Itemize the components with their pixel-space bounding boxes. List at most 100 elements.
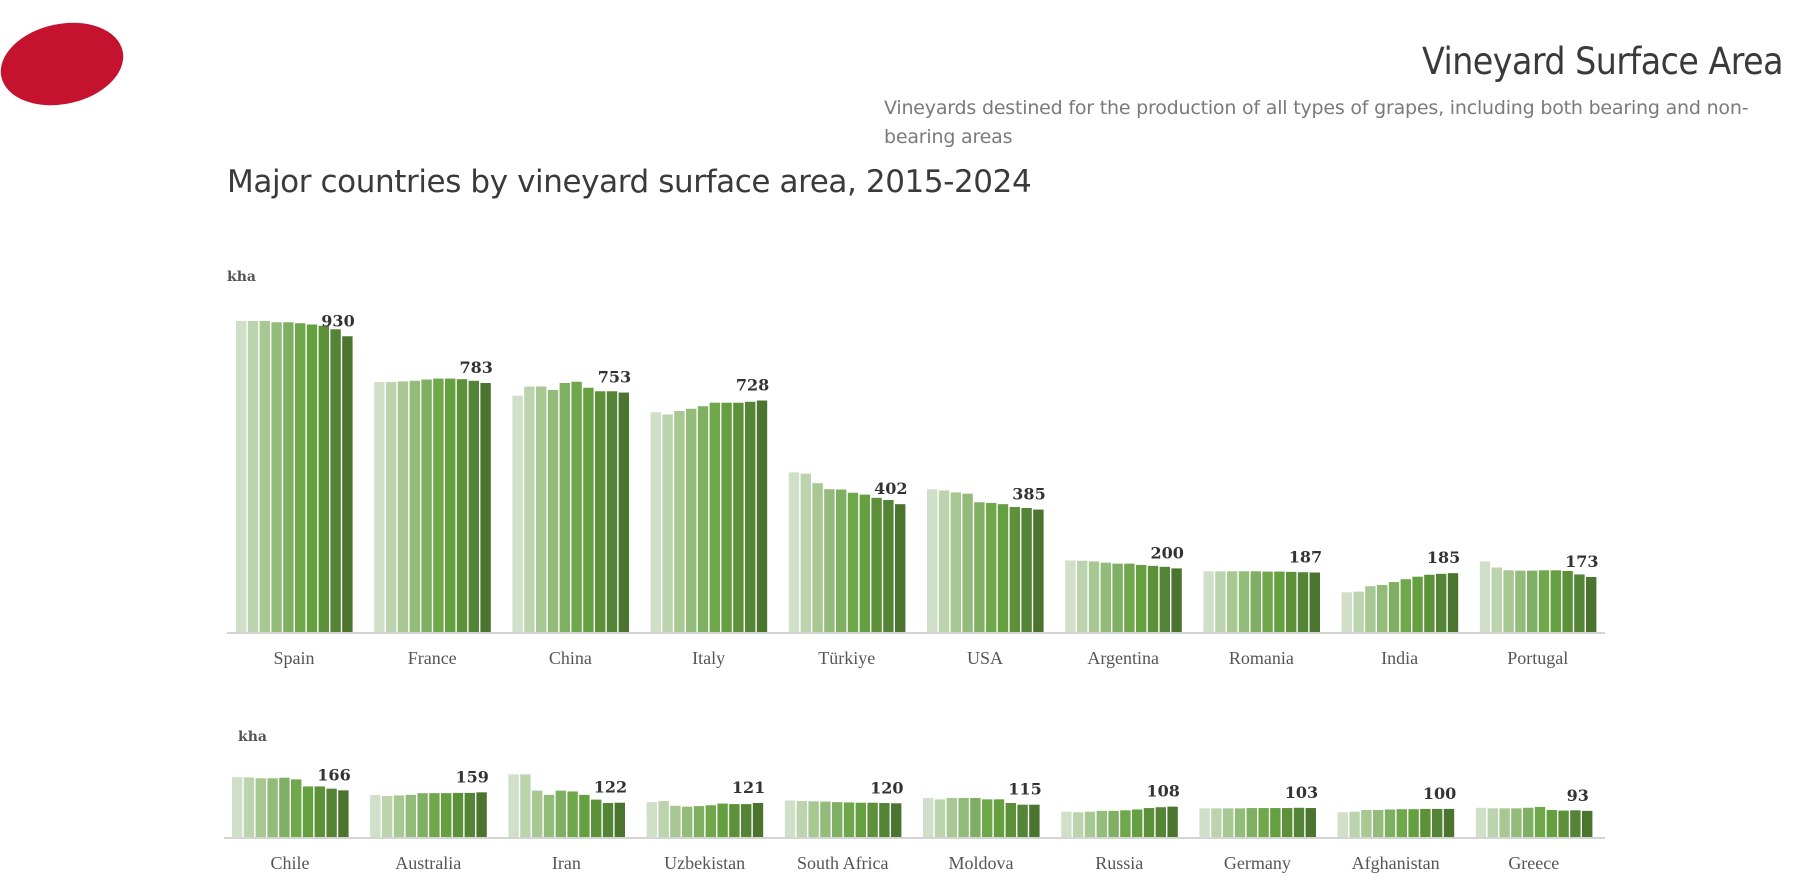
bar-germany-2023 [1293, 807, 1305, 837]
bar-türkiye-2016 [800, 473, 811, 632]
bottom-chart: 166 Chile 159 Australia 122 Iran 121 Uzbekistan… [224, 765, 1605, 873]
bar-usa-2023 [1021, 507, 1032, 632]
category-label: Spain [273, 648, 314, 668]
bar-usa-2024 [1033, 509, 1044, 632]
bar-australia-2020 [429, 793, 440, 837]
country-group: 122 Iran [508, 774, 627, 873]
bar-argentina-2023 [1159, 566, 1170, 632]
country-group: 115 Moldova [923, 780, 1042, 873]
category-label: Greece [1508, 853, 1559, 873]
bar-türkiye-2021 [859, 494, 870, 632]
bar-moldova-2024 [1029, 804, 1040, 837]
bar-argentina-2017 [1088, 561, 1100, 632]
bar-greece-2022 [1558, 810, 1569, 837]
bar-italy-2022 [733, 402, 744, 632]
bar-türkiye-2019 [836, 489, 847, 632]
bar-spain-2020 [295, 323, 306, 632]
bottom-chart-unit-label: kha [238, 729, 267, 745]
bar-iran-2021 [579, 794, 590, 837]
bar-iran-2015 [508, 774, 519, 837]
bar-portugal-2021 [1550, 570, 1561, 632]
country-group: 166 Chile [232, 765, 351, 873]
bar-portugal-2016 [1491, 567, 1502, 632]
bar-moldova-2018 [958, 797, 969, 837]
bar-italy-2020 [709, 402, 720, 632]
country-group: 108 Russia [1061, 782, 1180, 873]
country-group: 200 Argentina [1065, 543, 1184, 668]
bar-south-africa-2019 [832, 802, 843, 837]
bar-germany-2022 [1282, 808, 1293, 837]
bar-türkiye-2024 [895, 504, 906, 632]
bar-chile-2024 [338, 790, 349, 837]
bar-portugal-2017 [1503, 570, 1514, 632]
bar-france-2020 [433, 378, 444, 632]
bar-moldova-2016 [934, 799, 946, 837]
bar-australia-2015 [370, 795, 381, 837]
bar-spain-2023 [330, 329, 341, 632]
bar-russia-2021 [1132, 809, 1143, 837]
bar-uzbekistan-2018 [682, 806, 693, 837]
bar-russia-2015 [1061, 811, 1072, 837]
value-label: 930 [321, 311, 354, 330]
bar-india-2024 [1447, 573, 1459, 632]
bar-argentina-2020 [1124, 563, 1135, 632]
bar-india-2022 [1424, 574, 1435, 632]
bar-chile-2017 [255, 778, 266, 837]
bar-uzbekistan-2023 [741, 804, 752, 837]
bar-germany-2024 [1305, 808, 1316, 837]
chart-title: Major countries by vineyard surface area… [227, 164, 1032, 200]
bar-australia-2024 [476, 792, 487, 837]
bar-argentina-2024 [1171, 568, 1182, 632]
category-label: Romania [1229, 648, 1294, 668]
bar-germany-2019 [1246, 808, 1257, 837]
bar-india-2017 [1365, 586, 1376, 632]
bar-iran-2024 [614, 802, 625, 837]
bar-russia-2017 [1084, 811, 1096, 837]
bar-france-2018 [409, 380, 420, 632]
bar-greece-2019 [1523, 807, 1534, 837]
bar-iran-2017 [532, 790, 543, 837]
bar-india-2018 [1377, 584, 1388, 632]
bar-chile-2020 [291, 779, 302, 837]
bar-iran-2023 [602, 802, 614, 837]
bar-germany-2021 [1270, 808, 1281, 837]
bar-argentina-2015 [1065, 560, 1076, 632]
country-group: 753 China [512, 368, 631, 668]
bar-moldova-2019 [970, 797, 981, 837]
country-group: 103 Germany [1199, 783, 1318, 873]
bar-moldova-2022 [1005, 802, 1016, 837]
bar-south-africa-2024 [891, 803, 902, 837]
bar-argentina-2021 [1136, 564, 1147, 632]
bar-south-africa-2020 [843, 802, 855, 837]
value-label: 728 [736, 375, 769, 394]
country-group: 187 Romania [1203, 548, 1322, 668]
bar-usa-2017 [950, 492, 961, 632]
country-group: 185 India [1341, 548, 1460, 668]
country-group: 100 Afghanistan [1337, 784, 1456, 873]
bar-uzbekistan-2024 [752, 802, 764, 837]
bar-romania-2018 [1238, 571, 1250, 632]
bar-australia-2023 [464, 792, 475, 837]
bar-china-2023 [606, 391, 618, 632]
bar-uzbekistan-2017 [670, 805, 681, 837]
category-label: Iran [552, 853, 581, 873]
bar-portugal-2022 [1562, 570, 1573, 632]
bar-greece-2015 [1475, 807, 1487, 837]
bar-chile-2019 [279, 777, 290, 837]
bar-chile-2016 [243, 777, 255, 837]
bar-india-2015 [1341, 592, 1352, 632]
value-label: 93 [1567, 786, 1589, 805]
logo [0, 22, 124, 106]
category-label: Portugal [1507, 648, 1568, 668]
bar-south-africa-2021 [855, 802, 866, 837]
bar-afghanistan-2024 [1443, 808, 1455, 837]
bar-south-africa-2022 [867, 802, 878, 837]
country-group: 930 Spain [236, 311, 355, 668]
bar-russia-2018 [1096, 810, 1107, 837]
country-group: 93 Greece [1475, 786, 1593, 873]
bar-afghanistan-2020 [1396, 809, 1407, 837]
bar-afghanistan-2015 [1337, 812, 1348, 837]
bar-türkiye-2023 [883, 500, 894, 632]
bar-spain-2024 [342, 336, 353, 632]
category-label: Italy [692, 648, 725, 668]
